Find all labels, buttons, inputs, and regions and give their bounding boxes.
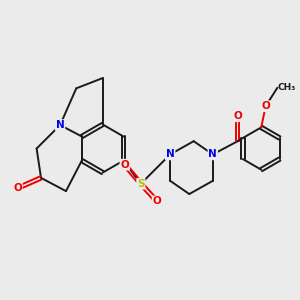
Text: N: N — [166, 149, 175, 159]
Text: O: O — [261, 101, 270, 111]
Text: O: O — [13, 183, 22, 193]
Text: O: O — [233, 111, 242, 121]
Text: O: O — [153, 196, 161, 206]
Text: N: N — [208, 149, 217, 159]
Text: S: S — [137, 179, 145, 189]
Text: O: O — [120, 160, 129, 170]
Text: CH₃: CH₃ — [278, 83, 296, 92]
Text: N: N — [56, 120, 64, 130]
